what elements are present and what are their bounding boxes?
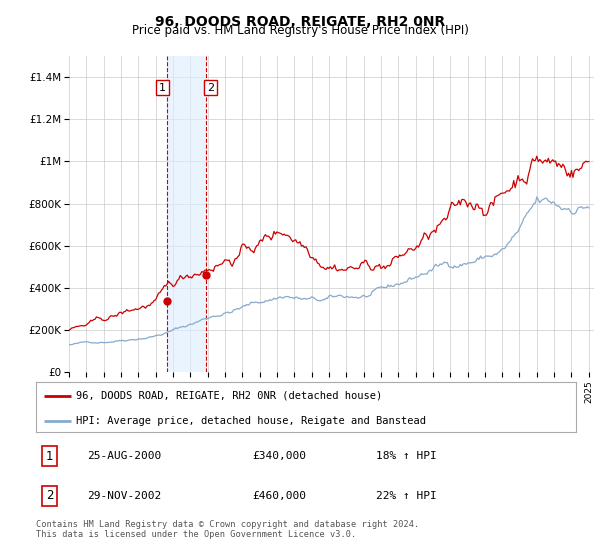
Text: 29-NOV-2002: 29-NOV-2002 xyxy=(88,491,161,501)
Text: HPI: Average price, detached house, Reigate and Banstead: HPI: Average price, detached house, Reig… xyxy=(77,416,427,426)
Text: £460,000: £460,000 xyxy=(252,491,306,501)
Text: 2: 2 xyxy=(46,489,53,502)
Text: 96, DOODS ROAD, REIGATE, RH2 0NR: 96, DOODS ROAD, REIGATE, RH2 0NR xyxy=(155,15,445,29)
Text: 1: 1 xyxy=(159,83,166,92)
Text: 25-AUG-2000: 25-AUG-2000 xyxy=(88,451,161,461)
Text: £340,000: £340,000 xyxy=(252,451,306,461)
Text: 1: 1 xyxy=(46,450,53,463)
Text: 96, DOODS ROAD, REIGATE, RH2 0NR (detached house): 96, DOODS ROAD, REIGATE, RH2 0NR (detach… xyxy=(77,390,383,400)
Text: Contains HM Land Registry data © Crown copyright and database right 2024.
This d: Contains HM Land Registry data © Crown c… xyxy=(36,520,419,539)
Text: 22% ↑ HPI: 22% ↑ HPI xyxy=(376,491,437,501)
Bar xyxy=(167,56,206,372)
Text: Price paid vs. HM Land Registry's House Price Index (HPI): Price paid vs. HM Land Registry's House … xyxy=(131,24,469,37)
Text: 2: 2 xyxy=(207,83,214,92)
Text: 18% ↑ HPI: 18% ↑ HPI xyxy=(376,451,437,461)
